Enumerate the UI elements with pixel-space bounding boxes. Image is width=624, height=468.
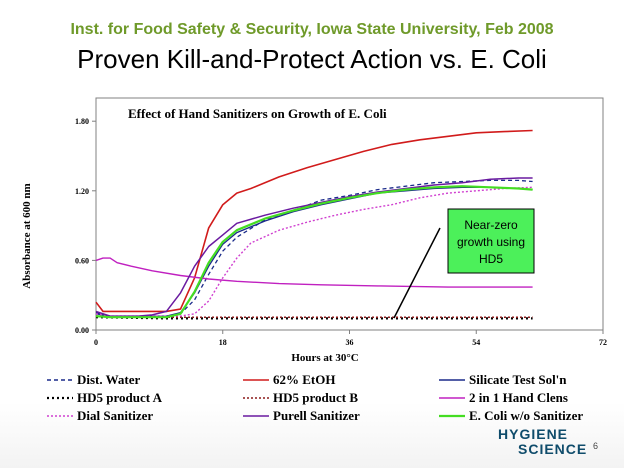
chart-title: Effect of Hand Sanitizers on Growth of E… bbox=[128, 106, 387, 121]
logo-line-2: SCIENCE bbox=[518, 441, 588, 457]
hygiene-science-logo: HYGIENE SCIENCE bbox=[498, 424, 608, 460]
series-line-62-etoh bbox=[95, 129, 533, 313]
page-number: 6 bbox=[593, 441, 599, 451]
series-layer bbox=[95, 129, 533, 320]
series-line-purell-sanitizer bbox=[95, 177, 533, 317]
x-tick-label: 54 bbox=[472, 338, 480, 347]
series-line-hd5-product-b bbox=[95, 315, 533, 318]
series-line-e-coli-w-o-sanitizer bbox=[95, 185, 533, 319]
y-tick-label: 1.80 bbox=[75, 117, 89, 126]
annotation-line-1: Near-zero bbox=[464, 218, 518, 232]
logo-line-1: HYGIENE bbox=[498, 426, 569, 442]
y-axis-ticks: 0.00 0.60 1.20 1.80 bbox=[75, 117, 96, 335]
x-axis-label: Hours at 30°C bbox=[291, 352, 358, 364]
y-tick-label: 0.00 bbox=[75, 326, 89, 335]
annotation-box: Near-zero growth using HD5 bbox=[447, 208, 535, 274]
y-tick-label: 1.20 bbox=[75, 187, 89, 196]
x-tick-label: 0 bbox=[94, 338, 98, 347]
x-axis-ticks: 0 18 36 54 72 bbox=[94, 330, 607, 347]
y-tick-label: 0.60 bbox=[75, 256, 89, 265]
annotation-line-3: HD5 bbox=[479, 252, 503, 266]
y-axis-label: Absorbance at 600 nm bbox=[21, 183, 33, 288]
x-tick-label: 18 bbox=[219, 338, 227, 347]
x-tick-label: 36 bbox=[346, 338, 354, 347]
slide-subtitle: Inst. for Food Safety & Security, Iowa S… bbox=[70, 21, 554, 38]
annotation-arrow bbox=[393, 227, 441, 319]
annotation-line-2: growth using bbox=[457, 235, 525, 249]
series-line-dial-sanitizer bbox=[95, 186, 533, 317]
series-line-hd5-product-a bbox=[95, 316, 533, 320]
series-line-2-in-1-hand-clens bbox=[95, 257, 533, 288]
x-tick-label: 72 bbox=[599, 338, 607, 347]
slide-title: Proven Kill-and-Protect Action vs. E. Co… bbox=[77, 44, 547, 74]
